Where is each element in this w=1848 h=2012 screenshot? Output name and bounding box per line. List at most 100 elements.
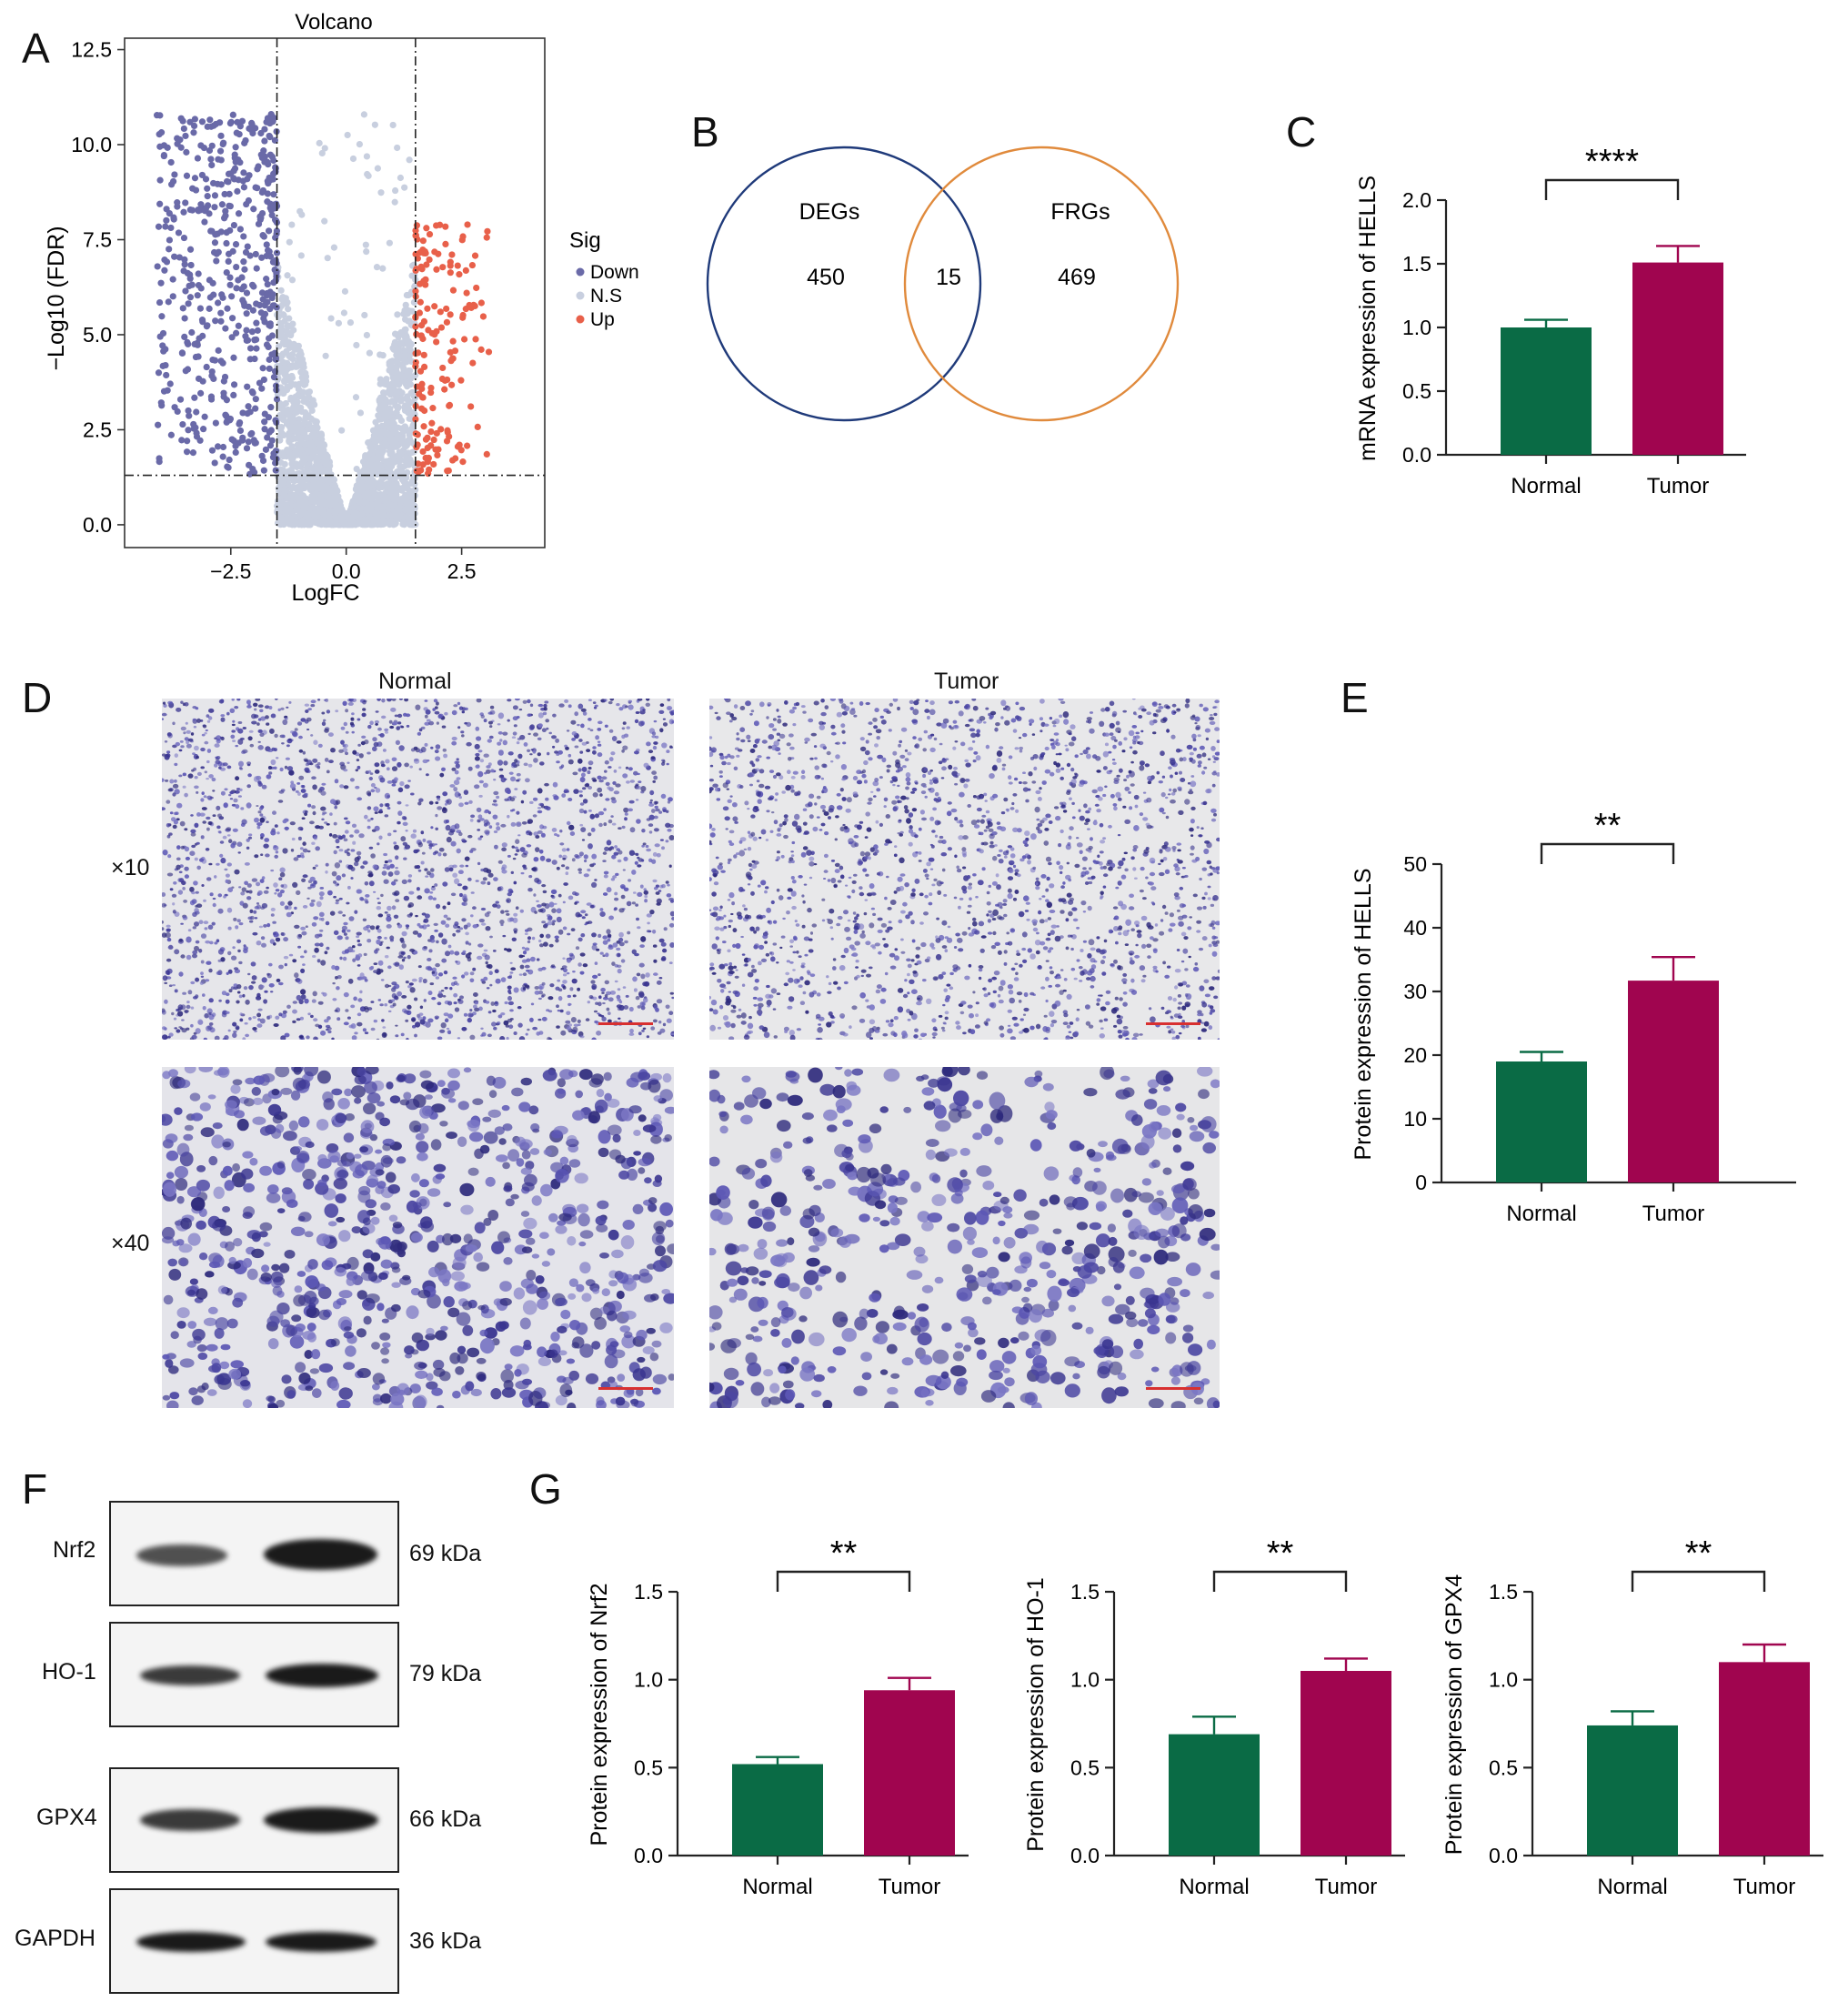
x-tick-label: Normal bbox=[1597, 1875, 1667, 1899]
volcano-point-down bbox=[242, 248, 250, 257]
volcano-point-down bbox=[188, 206, 196, 214]
volcano-point-up bbox=[416, 309, 424, 317]
volcano-point-down bbox=[246, 461, 253, 468]
volcano-point-down bbox=[207, 396, 216, 403]
volcano-point-ns bbox=[301, 417, 308, 424]
volcano-point-ns bbox=[389, 121, 397, 129]
volcano-point-down bbox=[253, 265, 260, 272]
micrograph-normal-x40 bbox=[162, 1067, 674, 1408]
volcano-point-down bbox=[246, 408, 254, 416]
volcano-point-ns bbox=[318, 149, 326, 157]
volcano-point-down bbox=[243, 327, 250, 334]
volcano-point-down bbox=[241, 266, 248, 273]
volcano-point-down bbox=[169, 293, 176, 300]
x-tick-label: Tumor bbox=[879, 1875, 940, 1899]
volcano-x-tick-label: 2.5 bbox=[447, 559, 477, 583]
volcano-point-down bbox=[161, 267, 168, 274]
volcano-point-down bbox=[226, 203, 234, 210]
volcano-point-down bbox=[208, 367, 216, 376]
volcano-point-ns bbox=[407, 502, 414, 510]
volcano-point-ns bbox=[293, 460, 300, 468]
volcano-point-down bbox=[224, 463, 231, 470]
volcano-legend-item: N.S bbox=[590, 286, 622, 307]
volcano-point-down bbox=[176, 396, 185, 403]
volcano-point-down bbox=[219, 294, 226, 301]
volcano-point-ns bbox=[373, 264, 381, 271]
volcano-point-ns bbox=[392, 364, 400, 371]
volcano-point-down bbox=[240, 169, 247, 176]
volcano-point-ns bbox=[279, 389, 287, 397]
volcano-point-up bbox=[420, 249, 427, 257]
volcano-point-ns bbox=[320, 458, 327, 466]
volcano-point-down bbox=[197, 201, 205, 208]
volcano-legend-title: Sig bbox=[569, 228, 601, 253]
volcano-point-down bbox=[269, 291, 276, 298]
volcano-point-up bbox=[448, 381, 456, 388]
volcano-point-down bbox=[268, 437, 276, 444]
volcano-point-ns bbox=[356, 140, 364, 148]
volcano-point-up bbox=[426, 256, 433, 264]
volcano-point-down bbox=[195, 206, 202, 214]
volcano-point-down bbox=[197, 285, 205, 292]
volcano-point-down bbox=[232, 448, 239, 457]
volcano-point-up bbox=[425, 327, 432, 334]
volcano-point-down bbox=[191, 394, 198, 401]
volcano-point-ns bbox=[288, 221, 296, 228]
volcano-point-down bbox=[265, 414, 272, 421]
volcano-point-ns bbox=[288, 277, 296, 284]
volcano-point-up bbox=[420, 351, 427, 358]
y-tick-label: 50 bbox=[1403, 852, 1427, 876]
volcano-point-up bbox=[413, 222, 421, 229]
volcano-point-down bbox=[194, 292, 201, 299]
volcano-point-ns bbox=[279, 499, 286, 507]
volcano-point-down bbox=[249, 389, 256, 397]
volcano-point-down bbox=[174, 407, 181, 416]
volcano-point-down bbox=[252, 184, 259, 191]
y-tick-label: 1.0 bbox=[1070, 1668, 1100, 1692]
volcano-point-ns bbox=[357, 409, 365, 417]
volcano-point-ns bbox=[287, 331, 295, 339]
volcano-point-ns bbox=[332, 519, 339, 527]
volcano-point-ns bbox=[276, 400, 284, 407]
volcano-point-ns bbox=[310, 504, 317, 512]
volcano-point-down bbox=[244, 383, 251, 390]
volcano-point-down bbox=[163, 216, 170, 224]
volcano-point-ns bbox=[381, 422, 388, 430]
volcano-point-ns bbox=[363, 153, 371, 160]
volcano-point-up bbox=[433, 222, 440, 229]
volcano-point-up bbox=[426, 230, 434, 238]
volcano-point-down bbox=[190, 420, 197, 428]
volcano-point-ns bbox=[402, 301, 409, 308]
volcano-point-up bbox=[468, 261, 477, 269]
y-axis-label: mRNA expression of HELLS bbox=[1355, 176, 1381, 461]
volcano-point-down bbox=[217, 309, 225, 317]
volcano-point-up bbox=[451, 347, 459, 355]
volcano-point-up bbox=[452, 455, 459, 462]
volcano-point-ns bbox=[288, 436, 296, 443]
volcano-point-up bbox=[459, 314, 467, 321]
volcano-point-down bbox=[265, 180, 272, 187]
volcano-point-ns bbox=[276, 437, 284, 444]
y-tick-label: 0.5 bbox=[1070, 1755, 1100, 1779]
volcano-point-down bbox=[263, 241, 270, 248]
volcano-point-ns bbox=[393, 358, 400, 366]
volcano-point-down bbox=[215, 299, 222, 307]
volcano-title: Volcano bbox=[295, 10, 372, 35]
volcano-point-down bbox=[155, 223, 163, 230]
y-tick-label: 0.5 bbox=[1402, 379, 1431, 403]
volcano-point-down bbox=[224, 305, 231, 312]
volcano-point-ns bbox=[285, 406, 292, 414]
volcano-point-ns bbox=[324, 255, 331, 262]
volcano-point-up bbox=[462, 267, 469, 275]
volcano-point-down bbox=[187, 261, 195, 269]
volcano-point-down bbox=[223, 268, 230, 277]
x-tick-label: Tumor bbox=[1642, 1202, 1704, 1226]
histology-row-x10: ×10 bbox=[111, 855, 150, 880]
y-axis-label: Protein expression of Nrf2 bbox=[587, 1583, 612, 1846]
bar-normal bbox=[1496, 1061, 1587, 1182]
volcano-point-up bbox=[477, 346, 485, 353]
volcano-point-down bbox=[259, 457, 267, 465]
volcano-point-ns bbox=[294, 507, 301, 514]
volcano-point-ns bbox=[410, 515, 417, 523]
volcano-point-ns bbox=[393, 389, 400, 397]
